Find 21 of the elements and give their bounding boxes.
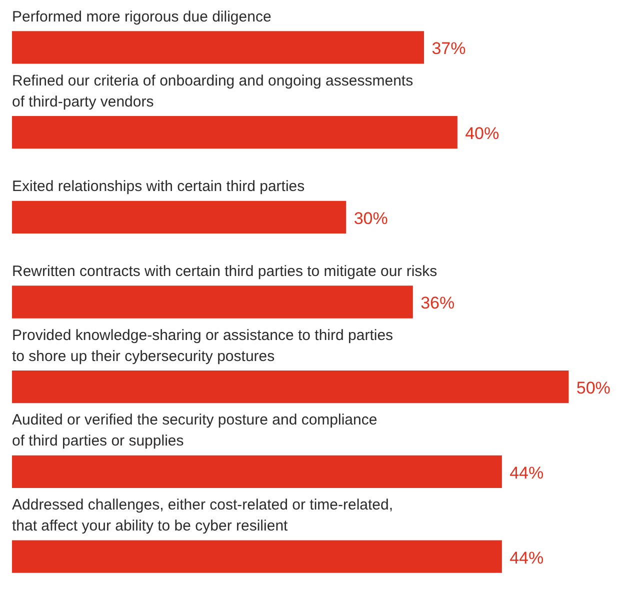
bar — [12, 200, 346, 234]
data-label: 36% — [420, 294, 455, 313]
y-tick-label: Addressed challenges, either cost-related or time-related, that affect your ability to be cyber resilient — [12, 496, 394, 535]
data-label: 40% — [465, 124, 500, 143]
bar — [12, 370, 569, 404]
y-tick-label: Refined our criteria of onboarding and ongoing assessments of third-party vendors — [12, 72, 414, 110]
data-label: 44% — [510, 463, 544, 482]
bar — [12, 116, 458, 149]
data-label: 37% — [432, 39, 466, 58]
data-label: 44% — [510, 548, 544, 568]
bar — [12, 31, 424, 64]
y-tick-label: Exited relationships with certain third parties — [12, 178, 305, 196]
y-tick-label: Performed more rigorous due diligence — [12, 8, 272, 26]
bar — [12, 455, 502, 488]
data-label: 30% — [354, 208, 388, 228]
y-tick-label: Rewritten contracts with certain third parties to mitigate our risks — [12, 263, 438, 280]
bar — [12, 286, 413, 318]
bar — [12, 540, 502, 573]
y-tick-label: Audited or verified the security posture and compliance of third parties or supplies — [12, 412, 378, 450]
y-tick-label: Provided knowledge-sharing or assistance to third parties to shore up their cybersecurity postures — [12, 326, 394, 365]
data-label: 50% — [576, 378, 610, 398]
